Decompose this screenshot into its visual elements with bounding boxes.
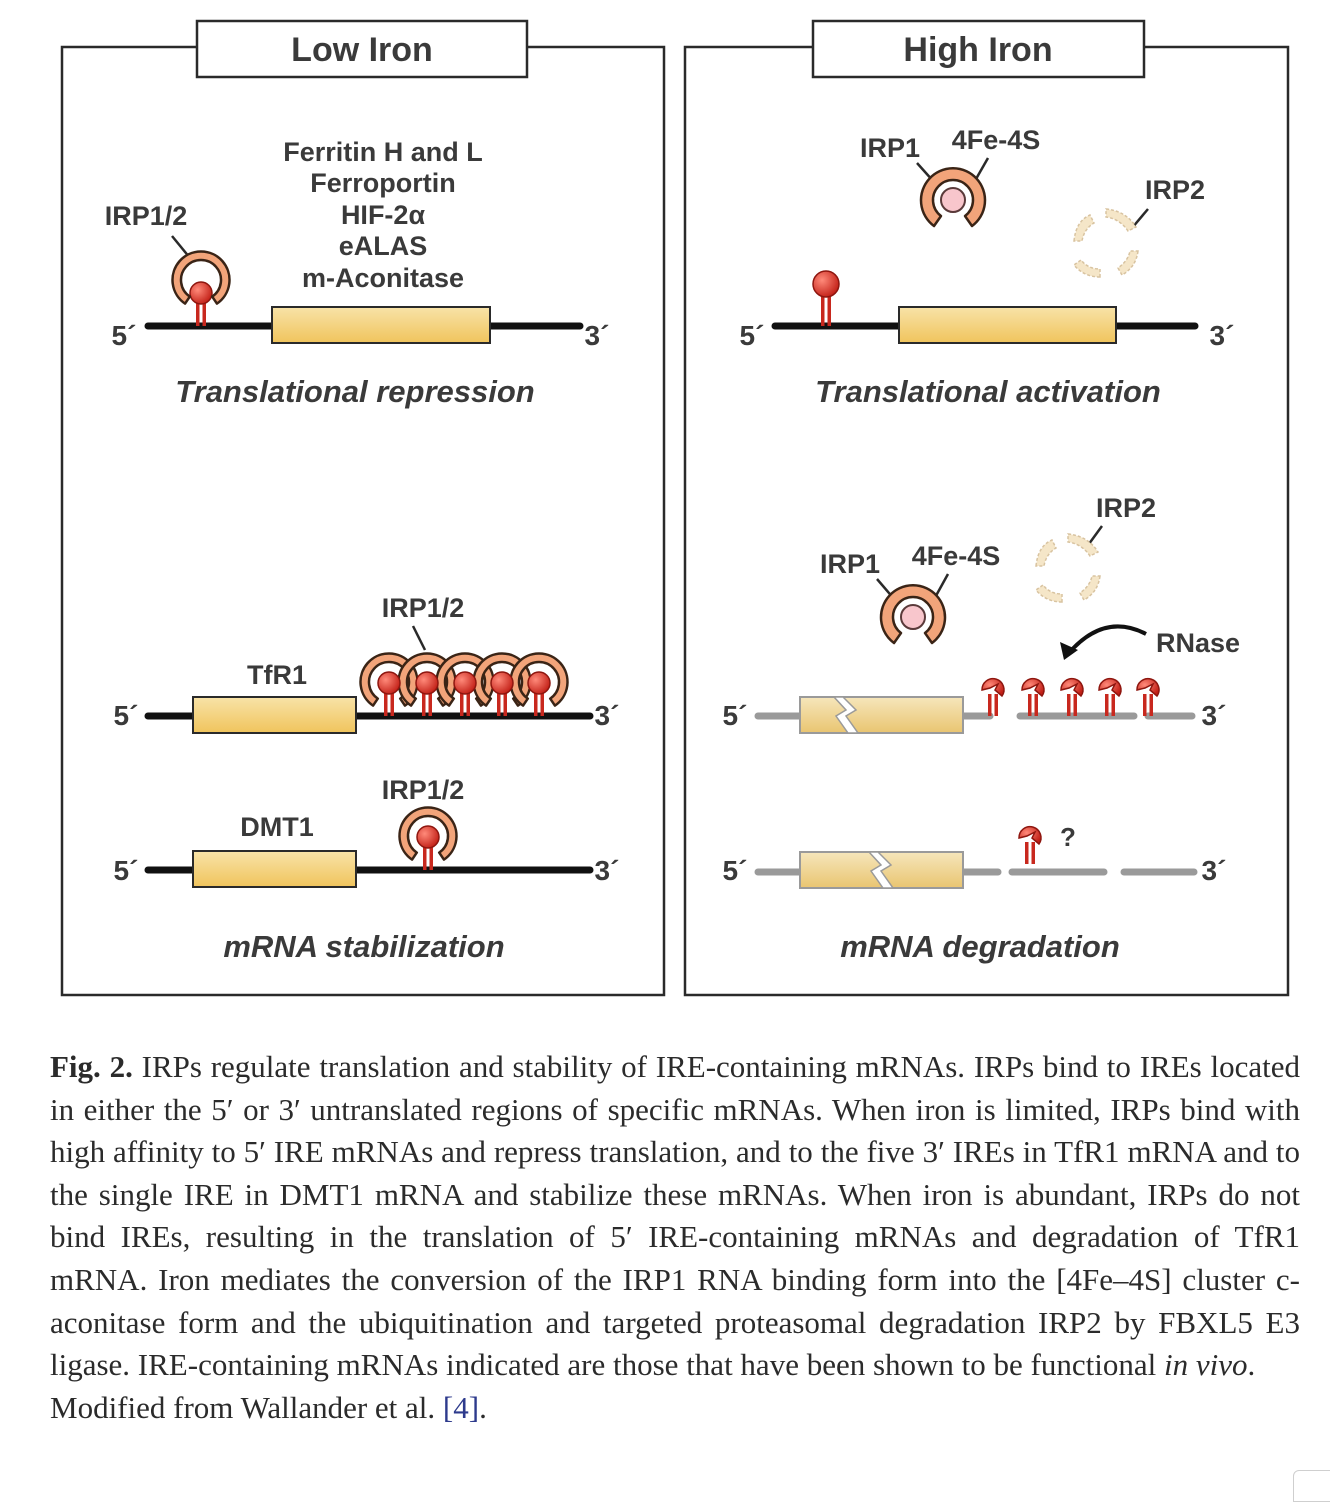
- source-text: Modified from Wallander et al.: [50, 1389, 443, 1425]
- ire-stem-loop: [416, 825, 440, 871]
- ire-stem-loop: [453, 671, 477, 717]
- fe-s-cluster-label: 4Fe-4S: [912, 541, 1001, 571]
- three-prime-label: 3´: [595, 700, 620, 731]
- three-prime-label: 3´: [1202, 700, 1227, 731]
- five-prime-label: 5´: [112, 320, 137, 351]
- low-iron-title: Low Iron: [291, 31, 433, 69]
- translational-repression-label: Translational repression: [175, 374, 535, 409]
- translational-activation-label: Translational activation: [815, 374, 1161, 409]
- irp-label: IRP1/2: [382, 775, 465, 805]
- high-iron-dmt1-mrna: ? 5´ 3´ mRNA degradation: [723, 822, 1227, 964]
- five-prime-label: 5´: [740, 320, 765, 351]
- dmt1-gene-label: DMT1: [240, 812, 314, 842]
- caption-source: Modified from Wallander et al. [4].: [50, 1387, 1300, 1430]
- irp2-label: IRP2: [1096, 493, 1156, 523]
- three-prime-label: 3´: [1202, 855, 1227, 886]
- caption-italic: in vivo: [1163, 1347, 1248, 1383]
- fe-s-cluster-label: 4Fe-4S: [952, 125, 1041, 155]
- ire-stem-loop: [189, 281, 213, 327]
- figure-label: Fig. 2.: [50, 1049, 133, 1084]
- irp-label: IRP1/2: [382, 593, 465, 623]
- caption-period: .: [1247, 1347, 1256, 1383]
- source-period: .: [479, 1389, 487, 1425]
- low-iron-tfr1-mrna: IRP1/2 TfR1 5´ 3´: [114, 593, 620, 734]
- irp2-label: IRP2: [1145, 175, 1205, 205]
- coding-region: [192, 696, 357, 734]
- irp1-label: IRP1: [820, 549, 880, 579]
- high-iron-title: High Iron: [903, 31, 1052, 69]
- ire-stem-loop: [490, 671, 514, 717]
- gene-list-item: m-Aconitase: [302, 263, 464, 293]
- coding-region: [271, 306, 491, 344]
- low-iron-panel: Low Iron Ferritin H and L Ferroportin HI…: [60, 19, 666, 997]
- figure-caption: Fig. 2. IRPs regulate translation and st…: [50, 1046, 1300, 1429]
- corner-widget[interactable]: [1293, 1470, 1330, 1502]
- high-iron-5prime-ire-mrna: IRP1 4Fe-4S IRP2 5´ 3´ Translational act…: [740, 125, 1235, 409]
- low-iron-5prime-ire-mrna: Ferritin H and L Ferroportin HIF-2α eALA…: [105, 137, 610, 409]
- ire-stem-loop: [527, 671, 551, 717]
- low-iron-dmt1-mrna: IRP1/2 DMT1 5´ 3´ mRNA stabilization: [114, 775, 620, 964]
- gene-list-item: HIF-2α: [341, 200, 426, 230]
- high-iron-panel: High Iron IRP1 4Fe-4S IRP2 5´ 3´ Transla…: [683, 19, 1290, 997]
- rnase-label: RNase: [1156, 628, 1240, 658]
- five-prime-label: 5´: [114, 855, 139, 886]
- ire-stem-loop: [1021, 677, 1045, 717]
- gene-list-item: eALAS: [339, 231, 428, 261]
- reference-link[interactable]: [4]: [442, 1389, 480, 1425]
- caption-body: Fig. 2. IRPs regulate translation and st…: [50, 1046, 1300, 1387]
- gene-list-item: Ferroportin: [310, 168, 456, 198]
- irp1-aconitase-protein: [879, 584, 947, 645]
- irp1-label: IRP1: [860, 133, 920, 163]
- five-prime-label: 5´: [723, 855, 748, 886]
- question-mark: ?: [1060, 822, 1076, 852]
- high-iron-tfr1-mrna: IRP2 IRP1 4Fe-4S RNase 5´: [723, 493, 1240, 734]
- ire-stem-loop: [377, 671, 401, 717]
- irp2-degraded-fragments: [1073, 208, 1139, 278]
- low-iron-title-box: [195, 19, 529, 79]
- coding-region: [898, 306, 1117, 344]
- five-prime-label: 5´: [723, 700, 748, 731]
- five-prime-label: 5´: [114, 700, 139, 731]
- cleavage-site: [832, 696, 860, 734]
- ire-stem-loop: [1136, 677, 1160, 717]
- coding-region: [799, 696, 964, 734]
- coding-region: [192, 850, 357, 888]
- mrna-stabilization-label: mRNA stabilization: [223, 929, 504, 964]
- rnase-arrow: [1066, 624, 1147, 656]
- high-iron-title-box: [811, 19, 1146, 79]
- ire-stem-loop: [1098, 677, 1122, 717]
- ire-stem-loop: [981, 677, 1005, 717]
- ire-stem-loop: [415, 671, 439, 717]
- ire-stem-loop: [812, 270, 840, 298]
- tfr1-gene-label: TfR1: [247, 660, 307, 690]
- cleavage-site: [867, 851, 895, 889]
- caption-text: IRPs regulate translation and stability …: [50, 1049, 1300, 1383]
- ire-stem-loop: [1060, 677, 1084, 717]
- irp1-aconitase-protein: [919, 167, 987, 228]
- irp-label: IRP1/2: [105, 201, 188, 231]
- three-prime-label: 3´: [585, 320, 610, 351]
- irp2-degraded-fragments: [1035, 533, 1101, 603]
- three-prime-label: 3´: [595, 855, 620, 886]
- three-prime-label: 3´: [1210, 320, 1235, 351]
- ire-stem-loop: [1018, 825, 1042, 865]
- mrna-degradation-label: mRNA degradation: [840, 929, 1120, 964]
- figure-diagram: Low Iron Ferritin H and L Ferroportin HI…: [60, 19, 1290, 997]
- gene-list-item: Ferritin H and L: [283, 137, 483, 167]
